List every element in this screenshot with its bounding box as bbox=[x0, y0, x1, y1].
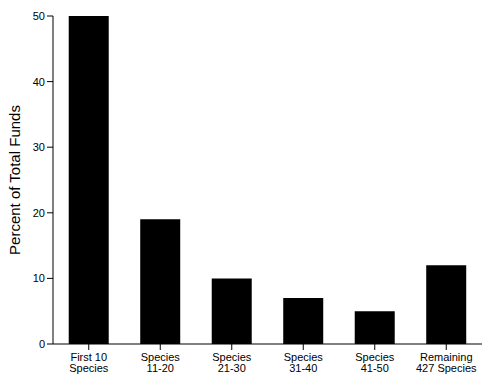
svg-text:Species11-20: Species11-20 bbox=[141, 351, 181, 374]
svg-text:50: 50 bbox=[33, 10, 45, 22]
svg-text:Remaining427 Species: Remaining427 Species bbox=[416, 351, 477, 374]
svg-text:First 10Species: First 10Species bbox=[69, 351, 109, 374]
svg-text:20: 20 bbox=[33, 207, 45, 219]
svg-text:40: 40 bbox=[33, 76, 45, 88]
svg-text:10: 10 bbox=[33, 272, 45, 284]
svg-text:Percent of Total Funds: Percent of Total Funds bbox=[8, 105, 23, 255]
svg-text:Species21-30: Species21-30 bbox=[212, 351, 252, 374]
svg-text:Species41-50: Species41-50 bbox=[355, 351, 395, 374]
svg-text:0: 0 bbox=[39, 338, 45, 350]
svg-text:Species31-40: Species31-40 bbox=[284, 351, 324, 374]
svg-text:30: 30 bbox=[33, 141, 45, 153]
